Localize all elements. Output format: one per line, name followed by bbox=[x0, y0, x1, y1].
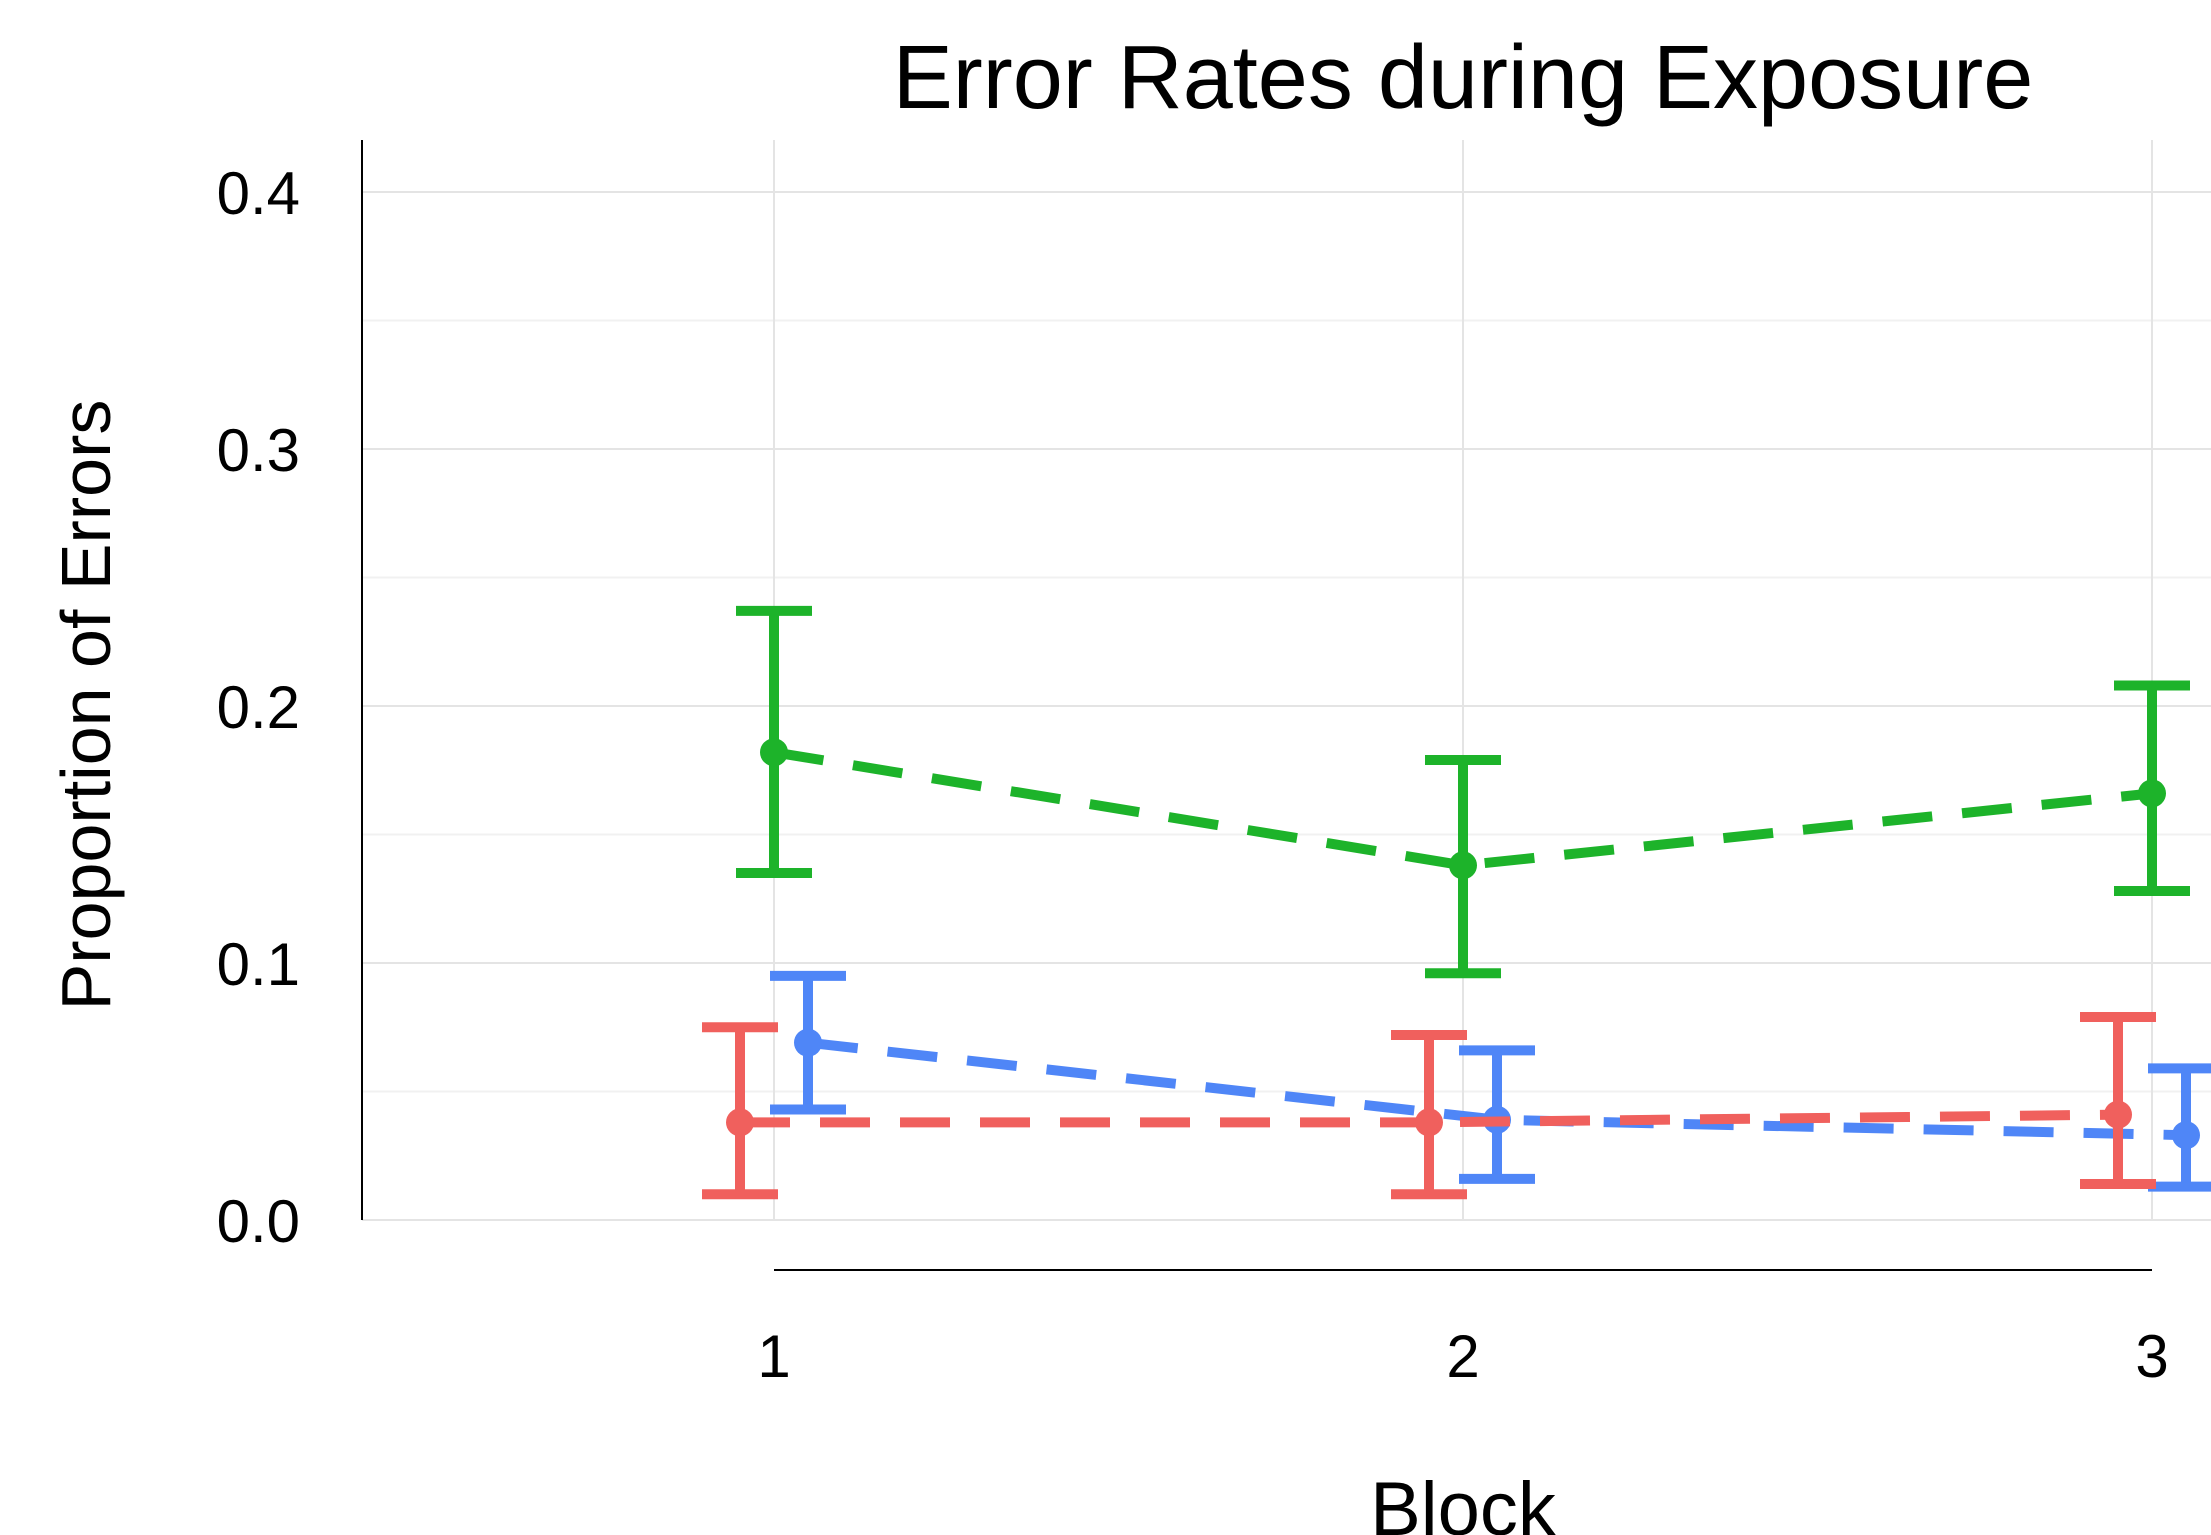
x-tick-label: 3 bbox=[2135, 1323, 2168, 1390]
chart-title: Error Rates during Exposure bbox=[893, 28, 2034, 128]
y-tick-label: 0.1 bbox=[217, 931, 300, 998]
data-point bbox=[1449, 851, 1477, 880]
series bbox=[702, 605, 2211, 1200]
data-point bbox=[760, 738, 788, 767]
x-tick-label: 2 bbox=[1446, 1323, 1479, 1390]
series-2 bbox=[770, 970, 2211, 1192]
grid bbox=[362, 140, 2211, 1221]
y-tick-label: 0.0 bbox=[217, 1188, 300, 1255]
data-point bbox=[794, 1028, 822, 1057]
y-tick-label: 0.2 bbox=[217, 674, 300, 741]
series-1 bbox=[736, 605, 2190, 979]
axes: 0.0 0.1 0.2 0.3 0.4 1 2 3 bbox=[217, 140, 2169, 1390]
data-point bbox=[2172, 1121, 2200, 1150]
series-line bbox=[773, 747, 2153, 871]
y-axis-label: Proportion of Errors bbox=[47, 400, 125, 1011]
series-3 bbox=[702, 1011, 2156, 1200]
data-point bbox=[726, 1108, 754, 1137]
series-line bbox=[807, 1037, 2187, 1141]
data-point bbox=[1415, 1108, 1443, 1137]
y-tick-label: 0.3 bbox=[217, 417, 300, 484]
x-axis-label: Block bbox=[1370, 1467, 1557, 1535]
data-point bbox=[2104, 1100, 2132, 1129]
x-tick-label: 1 bbox=[757, 1323, 790, 1390]
y-tick-label: 0.4 bbox=[217, 160, 300, 227]
data-point bbox=[2138, 779, 2166, 808]
